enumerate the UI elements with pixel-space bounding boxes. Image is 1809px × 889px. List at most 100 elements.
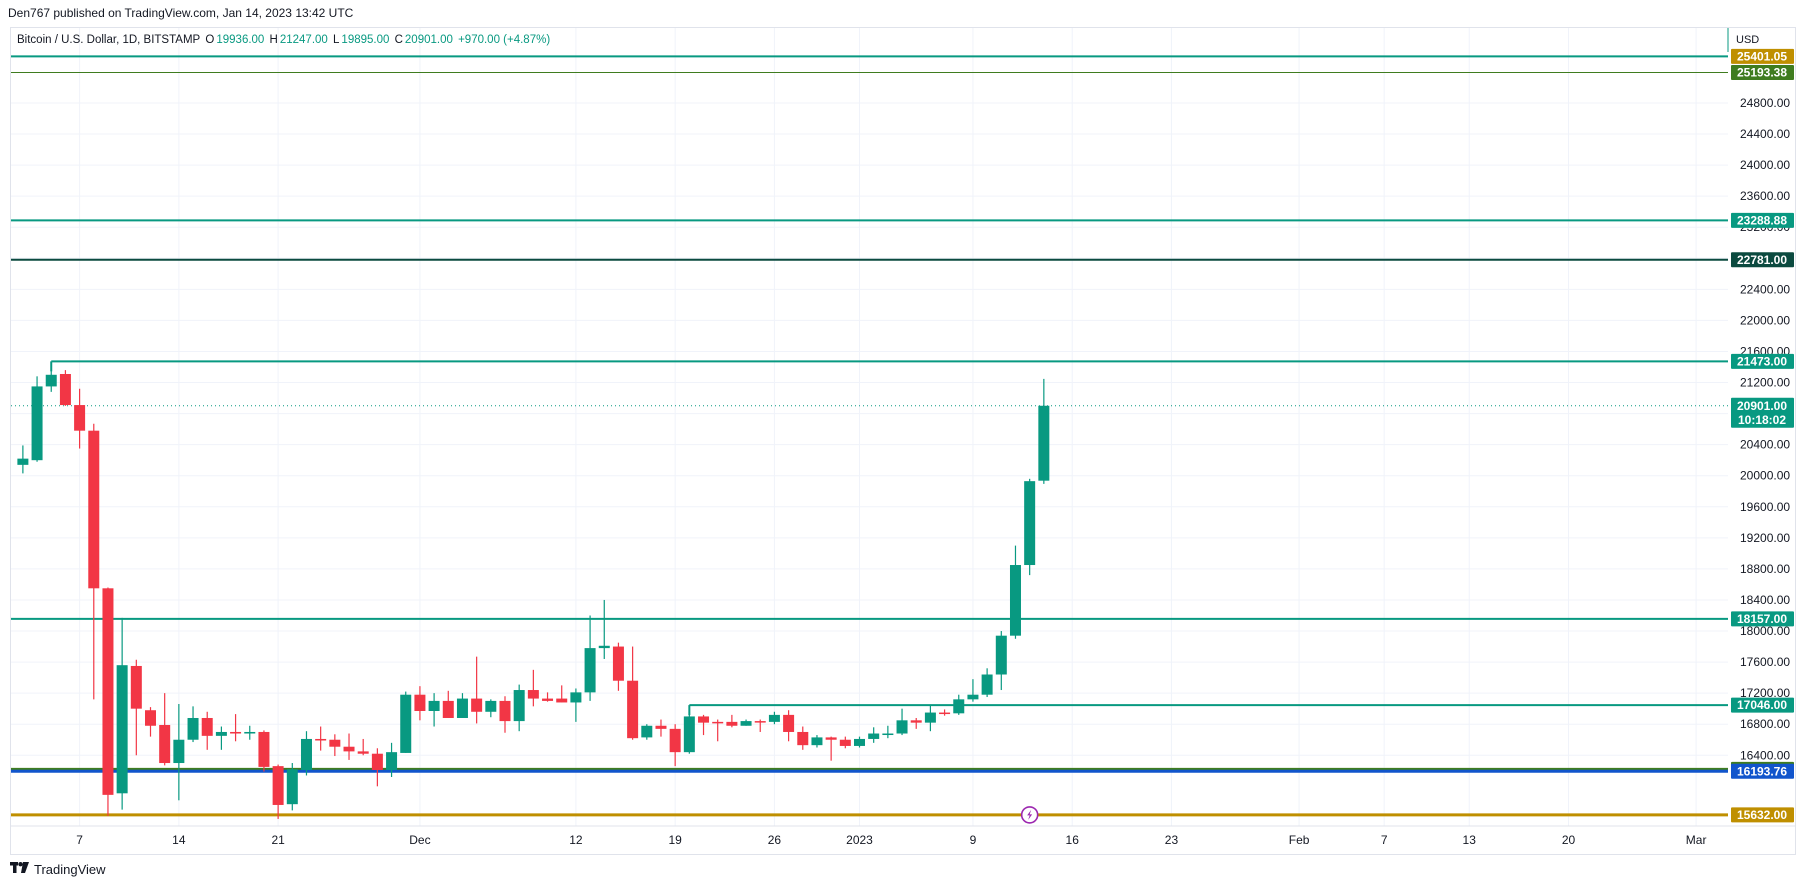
candle: [527, 690, 539, 699]
symbol-legend: Bitcoin / U.S. Dollar, 1D, BITSTAMP O 199…: [17, 34, 552, 46]
candle: [825, 737, 837, 740]
currency-label: USD: [1736, 34, 1760, 46]
price-tags: 25401.05 25193.38 23288.88 22781.00 21473.00…: [1731, 48, 1794, 823]
x-tick-label: 26: [768, 833, 782, 847]
open-label: O: [205, 34, 215, 46]
y-tick-label: 21200.00: [1740, 376, 1790, 390]
candle: [669, 728, 681, 753]
x-tick-label: 19: [668, 833, 682, 847]
y-tick-label: 18000.00: [1740, 624, 1790, 638]
symbol-name: Bitcoin / U.S. Dollar, 1D, BITSTAMP: [17, 34, 201, 46]
svg-text:15632.00: 15632.00: [1737, 808, 1787, 822]
candle: [612, 646, 624, 681]
y-tick-label: 17600.00: [1740, 655, 1790, 669]
candle: [627, 680, 639, 739]
x-tick-label: 13: [1463, 833, 1477, 847]
y-tick-label: 24400.00: [1740, 127, 1790, 141]
open-value: 19936.00: [216, 34, 265, 46]
candle: [88, 430, 100, 589]
y-tick-label: 18800.00: [1740, 562, 1790, 576]
y-tick-label: 22000.00: [1740, 313, 1790, 327]
price-axis[interactable]: 24800.0024400.0024000.0023600.0023200.00…: [1740, 96, 1790, 762]
x-tick-label: 16: [1066, 833, 1080, 847]
candle: [428, 700, 440, 711]
y-tick-label: 16400.00: [1740, 748, 1790, 762]
published-by-line: Den767 published on TradingView.com, Jan…: [8, 6, 354, 20]
candle: [485, 700, 497, 712]
candle: [258, 731, 270, 767]
candle: [839, 739, 851, 746]
candle: [414, 694, 426, 711]
horizontal-levels[interactable]: [11, 55, 1728, 817]
candle: [371, 753, 383, 771]
y-tick-label: 24000.00: [1740, 158, 1790, 172]
candles: [17, 361, 1050, 819]
candle: [343, 746, 355, 752]
x-tick-label: 23: [1165, 833, 1179, 847]
change-value: +970.00 (+4.87%): [458, 34, 551, 46]
y-tick-label: 23600.00: [1740, 189, 1790, 203]
x-tick-label: 20: [1562, 833, 1576, 847]
svg-text:25193.38: 25193.38: [1737, 65, 1787, 79]
brand-name: TradingView: [34, 862, 106, 877]
close-value: 20901.00: [404, 34, 453, 46]
candle: [45, 374, 57, 387]
candle: [272, 766, 284, 805]
high-value: 21247.00: [279, 34, 328, 46]
candle: [357, 751, 369, 754]
candle: [811, 737, 823, 746]
candle: [386, 752, 398, 771]
candle: [967, 694, 979, 700]
y-tick-label: 24800.00: [1740, 96, 1790, 110]
candle: [981, 674, 993, 695]
candle: [300, 738, 312, 771]
candle: [598, 645, 610, 649]
candle: [130, 665, 142, 709]
candle: [542, 698, 554, 701]
x-tick-label: Dec: [409, 833, 430, 847]
x-tick-label: Feb: [1289, 833, 1310, 847]
x-tick-label: 14: [172, 833, 186, 847]
time-axis[interactable]: 7 14 21 Dec 12 19 26 2023 9 16 23 Feb 7 13 20 Mar: [76, 833, 1706, 847]
x-tick-label: 9: [970, 833, 977, 847]
candle: [74, 405, 86, 431]
svg-text:16193.76: 16193.76: [1737, 764, 1787, 778]
low-label: L: [333, 34, 340, 46]
candle: [641, 725, 653, 738]
y-tick-label: 20400.00: [1740, 438, 1790, 452]
low-value: 19895.00: [341, 34, 390, 46]
candle: [31, 386, 43, 461]
x-tick-label: 21: [271, 833, 285, 847]
candle: [740, 721, 752, 726]
svg-text:20901.00: 20901.00: [1737, 399, 1787, 413]
event-marker[interactable]: [1020, 806, 1039, 824]
candle: [456, 698, 468, 718]
candle: [768, 714, 780, 722]
candle: [868, 733, 880, 739]
footer-brand[interactable]: TradingView: [10, 862, 106, 877]
candle: [230, 731, 242, 734]
svg-text:18157.00: 18157.00: [1737, 612, 1787, 626]
candle: [783, 714, 795, 732]
candle: [882, 733, 894, 736]
y-tick-label: 19200.00: [1740, 531, 1790, 545]
candle: [187, 717, 199, 740]
y-tick-label: 17200.00: [1740, 686, 1790, 700]
candle: [910, 720, 922, 723]
candle: [584, 648, 596, 693]
candle: [896, 720, 908, 734]
candle: [1009, 565, 1021, 636]
candle: [570, 692, 582, 703]
candle: [854, 738, 865, 746]
candle: [102, 588, 114, 795]
candle: [683, 716, 695, 753]
svg-text:10:18:02: 10:18:02: [1738, 413, 1786, 427]
y-tick-label: 16800.00: [1740, 717, 1790, 731]
candle: [698, 716, 710, 723]
svg-text:23288.88: 23288.88: [1737, 213, 1787, 227]
x-tick-label: 12: [569, 833, 583, 847]
candle: [712, 721, 724, 724]
high-label: H: [269, 34, 278, 46]
candle: [145, 710, 156, 726]
